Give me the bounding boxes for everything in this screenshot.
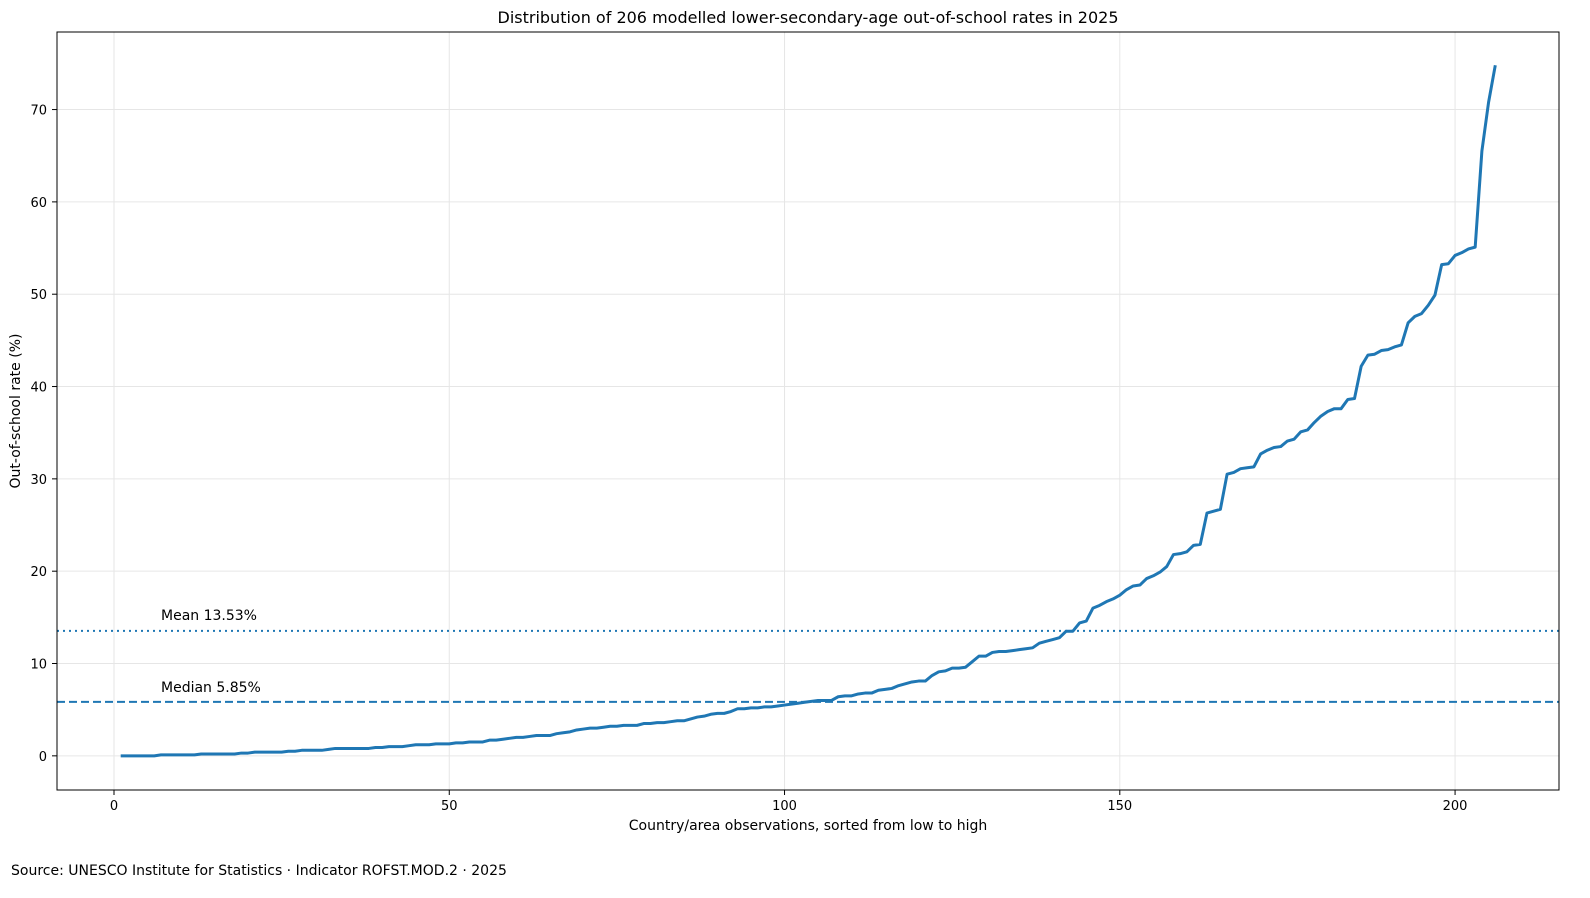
source-note: Source: UNESCO Institute for Statistics … (11, 863, 507, 879)
x-tick-label: 50 (441, 799, 458, 814)
series-layer (120, 64, 1497, 758)
x-tick-label: 100 (772, 799, 797, 814)
y-tick-label: 0 (39, 750, 47, 765)
y-tick-label: 40 (30, 381, 47, 396)
y-tick-label: 50 (30, 288, 47, 303)
y-tick-label: 10 (30, 658, 47, 673)
x-tick-label: 0 (110, 799, 118, 814)
y-axis-ticks: 0 10 20 30 40 50 60 70 (30, 104, 57, 765)
x-axis-ticks: 0 50 100 150 200 (110, 790, 1468, 814)
y-tick-label: 30 (30, 473, 47, 488)
mean-annotation: Mean 13.53% (161, 608, 257, 624)
grid-lines (57, 32, 1559, 790)
y-tick-label: 60 (30, 196, 47, 211)
y-axis-label: Out-of-school rate (%) (8, 334, 24, 489)
chart-title: Distribution of 206 modelled lower-secon… (498, 8, 1119, 27)
y-tick-label: 70 (30, 104, 47, 119)
plot-frame (56, 31, 1560, 791)
x-tick-label: 150 (1107, 799, 1132, 814)
x-axis-label: Country/area observations, sorted from l… (629, 818, 987, 834)
median-annotation: Median 5.85% (161, 680, 261, 696)
y-tick-label: 20 (30, 565, 47, 580)
x-tick-label: 200 (1443, 799, 1468, 814)
rate-series-line (120, 64, 1497, 758)
